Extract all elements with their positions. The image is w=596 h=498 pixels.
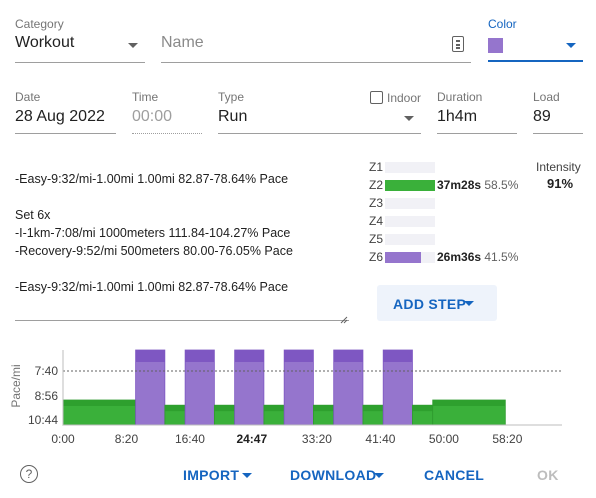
date-label: Date xyxy=(15,90,41,104)
x-tick-label: 33:20 xyxy=(302,432,332,446)
step-bar-cap-10 xyxy=(362,405,384,412)
time-input[interactable]: 00:00 xyxy=(132,108,173,125)
zone-label-z6: Z6 xyxy=(369,250,384,264)
zone-time-text: 26m36s 41.5% xyxy=(437,250,519,264)
chevron-down-icon xyxy=(566,43,576,48)
zone-bar-track xyxy=(385,252,435,263)
step-bar-cap-9 xyxy=(333,350,363,362)
zone-label-z4: Z4 xyxy=(369,214,384,228)
checkbox-icon xyxy=(370,91,383,104)
intensity-label: Intensity xyxy=(536,160,581,174)
zone-bar-fill xyxy=(385,252,421,263)
add-step-label: ADD STEP xyxy=(393,296,467,312)
name-field[interactable]: Name xyxy=(161,34,471,62)
workout-description-textarea[interactable]: -Easy-9:32/mi-1.00mi 1.00mi 82.87-78.64%… xyxy=(15,172,293,294)
color-underline-focused xyxy=(488,60,583,62)
y-tick-label: 10:44 xyxy=(28,413,58,427)
chevron-down-icon xyxy=(128,43,138,48)
zone-time-text: 37m28s 58.5% xyxy=(437,178,519,192)
category-underline xyxy=(15,62,145,63)
step-bar-cap-11 xyxy=(383,350,413,362)
help-icon[interactable]: ? xyxy=(20,465,38,483)
type-underline xyxy=(218,133,421,134)
cancel-button[interactable]: CANCEL xyxy=(424,467,485,483)
step-bar-cap-12 xyxy=(412,405,433,412)
zone-bar-track xyxy=(385,216,435,227)
zone-bar-track xyxy=(385,234,435,245)
y-tick-label: 7:40 xyxy=(35,364,59,378)
zone-label-z5: Z5 xyxy=(369,232,384,246)
step-bar-11 xyxy=(382,349,413,426)
time-label: Time xyxy=(132,90,159,104)
step-bar-cap-7 xyxy=(284,350,314,362)
chevron-down-icon xyxy=(404,116,414,121)
load-input[interactable]: 89 xyxy=(533,108,551,125)
intensity-value: 91% xyxy=(547,176,574,191)
date-input[interactable]: 28 Aug 2022 xyxy=(15,108,105,125)
step-bar-7 xyxy=(283,349,314,426)
color-swatch xyxy=(488,38,503,53)
x-tick-label: 8:20 xyxy=(115,432,139,446)
time-underline xyxy=(132,133,202,134)
type-select[interactable]: Run xyxy=(218,108,421,132)
x-tick-label: 0:00 xyxy=(51,432,75,446)
chevron-down-icon xyxy=(242,473,252,478)
step-bar-cap-4 xyxy=(214,405,235,412)
step-bar-cap-1 xyxy=(135,350,165,362)
import-button[interactable]: IMPORT xyxy=(183,467,252,483)
step-bar-cap-3 xyxy=(185,350,215,362)
duration-label: Duration xyxy=(437,90,483,104)
y-tick-label: 8:56 xyxy=(35,389,59,403)
type-label: Type xyxy=(218,90,245,104)
step-bar-cap-5 xyxy=(234,350,264,362)
category-value: Workout xyxy=(15,34,75,51)
x-tick-label: 16:40 xyxy=(175,432,205,446)
workout-pace-chart: Pace/mi 7:40 8:56 10:44 0:00 8:20 16:40 24:47… xyxy=(9,349,562,446)
indoor-label: Indoor xyxy=(387,91,422,105)
x-tick-label: 58:20 xyxy=(492,432,522,446)
duration-input[interactable]: 1h4m xyxy=(437,108,478,125)
zone-bar-track xyxy=(385,198,435,209)
step-bar-cap-8 xyxy=(313,405,334,412)
type-value: Run xyxy=(218,108,248,125)
name-underline xyxy=(161,62,471,63)
import-label: IMPORT xyxy=(183,467,240,483)
step-bar-cap-13 xyxy=(432,400,506,407)
duration-underline xyxy=(437,133,517,134)
ok-button[interactable]: OK xyxy=(537,467,559,483)
category-label: Category xyxy=(15,17,64,31)
clipboard-icon[interactable] xyxy=(452,36,464,52)
zone-label-z1: Z1 xyxy=(369,160,384,174)
step-bar-cap-2 xyxy=(164,405,186,412)
download-label: DOWNLOAD xyxy=(290,467,377,483)
zone-bar-fill xyxy=(385,180,435,191)
download-button[interactable]: DOWNLOAD xyxy=(290,467,384,483)
zone-label-z2: Z2 xyxy=(369,178,384,192)
color-select[interactable] xyxy=(488,34,583,60)
step-bar-cap-6 xyxy=(263,405,285,412)
zone-bar-track xyxy=(385,162,435,173)
category-select[interactable]: Workout xyxy=(15,34,145,62)
zone-bar-track xyxy=(385,180,435,191)
y-axis-label: Pace/mi xyxy=(9,364,23,407)
x-tick-label: 24:47 xyxy=(236,432,267,446)
name-input-placeholder: Name xyxy=(161,34,204,51)
chevron-down-icon xyxy=(464,301,474,306)
load-label: Load xyxy=(533,90,560,104)
x-tick-label: 50:00 xyxy=(429,432,459,446)
x-tick-label: 41:40 xyxy=(365,432,395,446)
description-underline xyxy=(15,320,349,321)
date-underline xyxy=(15,133,116,134)
load-underline xyxy=(533,133,583,134)
add-step-button[interactable]: ADD STEP xyxy=(377,285,497,321)
resize-handle-icon[interactable] xyxy=(340,311,348,324)
chevron-down-icon xyxy=(374,473,384,478)
step-bar-cap-0 xyxy=(63,400,136,407)
zone-label-z3: Z3 xyxy=(369,196,384,210)
color-label: Color xyxy=(488,17,517,31)
